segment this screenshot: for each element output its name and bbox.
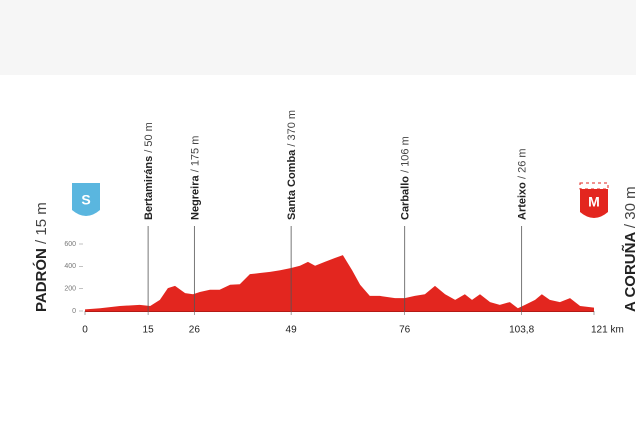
y-tick-label: 400 xyxy=(64,263,76,270)
x-tick-label: 26 xyxy=(189,325,201,336)
x-tick-label: 121 km xyxy=(591,325,624,336)
y-tick-label: 600 xyxy=(64,241,76,248)
waypoint-altitude: / 26 m xyxy=(517,148,529,179)
finish-icon-crest xyxy=(579,182,609,190)
waypoint-name: Santa Comba xyxy=(286,149,298,220)
waypoint-name: Arteixo xyxy=(517,182,529,220)
finish-label: A CORUÑA / 30 m xyxy=(621,186,636,312)
start-altitude: / 15 m xyxy=(33,202,50,244)
waypoint-altitude: / 50 m xyxy=(143,122,155,153)
waypoint-label: Santa Comba / 370 m xyxy=(286,110,298,220)
waypoint-name: Negreira xyxy=(189,174,201,220)
waypoint-label: Carballo / 106 m xyxy=(400,136,412,220)
finish-name: A CORUÑA xyxy=(621,232,636,312)
waypoint-label: Negreira / 175 m xyxy=(189,136,201,220)
y-tick-label: 0 xyxy=(72,308,76,315)
waypoint-label: Arteixo / 26 m xyxy=(517,148,529,220)
finish-altitude: / 30 m xyxy=(622,186,636,228)
header-band xyxy=(0,0,636,75)
waypoint-label: Bertamiráns / 50 m xyxy=(143,122,155,220)
waypoint-altitude: / 175 m xyxy=(189,136,201,173)
elevation-area xyxy=(85,255,594,311)
x-tick-label: 0 xyxy=(82,325,88,336)
finish-icon: M xyxy=(588,194,600,210)
start-label: PADRÓN / 15 m xyxy=(32,202,50,312)
waypoint-altitude: / 106 m xyxy=(400,136,412,173)
x-tick-label: 49 xyxy=(286,325,298,336)
x-tick-label: 15 xyxy=(143,325,155,336)
x-tick-label: 76 xyxy=(399,325,411,336)
y-tick-label: 200 xyxy=(64,286,76,293)
waypoint-name: Carballo xyxy=(400,176,412,220)
start-name: PADRÓN xyxy=(32,248,50,312)
start-icon-shield xyxy=(72,183,100,216)
waypoint-name: Bertamiráns xyxy=(143,156,155,220)
waypoint-altitude: / 370 m xyxy=(286,110,298,147)
start-icon: S xyxy=(81,192,90,208)
x-tick-label: 103,8 xyxy=(509,325,534,336)
finish-icon-shield xyxy=(580,183,608,218)
